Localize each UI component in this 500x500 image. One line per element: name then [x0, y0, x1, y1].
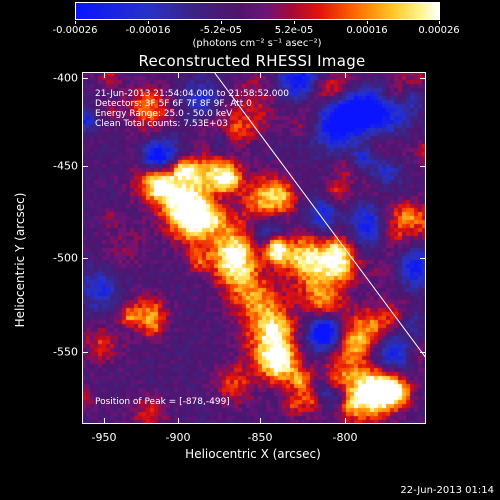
colorbar-tick-label: 5.2e-05 [274, 25, 314, 36]
x-axis-title: Heliocentric X (arcsec) [185, 447, 321, 461]
info-time-range: 21-Jun-2013 21:54:04.000 to 21:58:52.000 [95, 89, 289, 99]
colorbar-tick-label: 0.00016 [346, 25, 388, 36]
generation-timestamp: 22-Jun-2013 01:14 [400, 485, 494, 496]
colorbar [75, 2, 440, 20]
info-detectors: Detectors: 3F 5F 6F 7F 8F 9F, Att 0 [95, 99, 252, 109]
y-tick-label: -450 [53, 159, 78, 173]
y-tick-label: -550 [53, 345, 78, 359]
x-tick-label: -850 [247, 431, 273, 444]
colorbar-tick-label: 0.00026 [418, 25, 460, 36]
x-tick-label: -800 [332, 431, 358, 444]
x-tick-label: -950 [91, 431, 117, 444]
y-tick-label: -400 [53, 71, 78, 85]
x-tick-label: -900 [165, 431, 191, 444]
plot-frame [82, 72, 426, 424]
info-counts: Clean Total counts: 7.53E+03 [95, 119, 228, 129]
y-axis-title: Heliocentric Y (arcsec) [13, 192, 27, 328]
peak-position: Position of Peak = [-878,-499] [95, 397, 230, 407]
y-tick-label: -500 [53, 251, 78, 265]
image-heatmap [82, 72, 426, 424]
colorbar-tick-label: -5.2e-05 [200, 25, 242, 36]
colorbar-units: (photons cm⁻² s⁻¹ asec⁻²) [192, 38, 322, 49]
limb-line [213, 72, 426, 359]
rhessi-image [82, 72, 426, 424]
colorbar-tick-label: -0.00026 [52, 25, 98, 36]
info-energy: Energy Range: 25.0 - 50.0 keV [95, 109, 233, 119]
colorbar-tick-label: -0.00016 [125, 25, 171, 36]
plot-title: Reconstructed RHESSI Image [138, 52, 366, 70]
